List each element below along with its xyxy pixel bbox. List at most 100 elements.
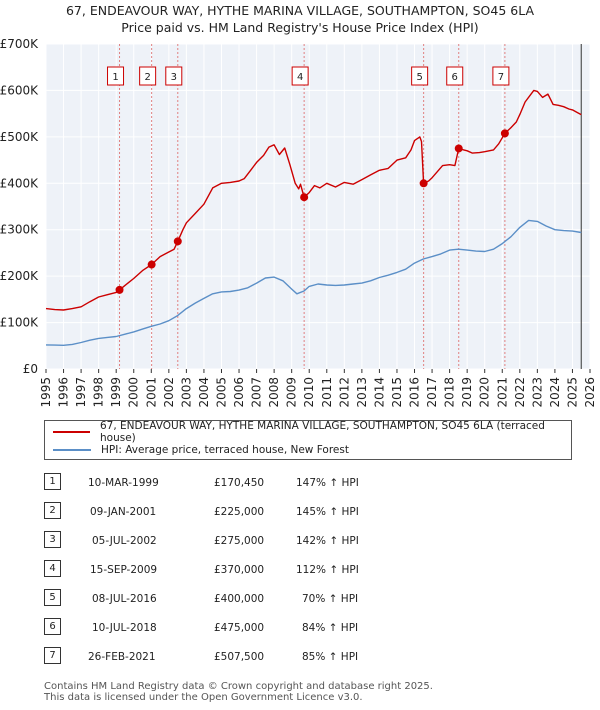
sale-marker-box [107, 66, 125, 86]
y-axis: £0 £100K £200K £300K £400K £500K £600K £700K [0, 37, 39, 376]
chart-subtitle: Price paid vs. HM Land Registry's House … [121, 20, 478, 35]
sale-point [115, 285, 124, 294]
sale-hpi: 142% ↑ HPI [296, 535, 359, 547]
sale-marker-box [492, 66, 510, 86]
sale-hpi: 84% ↑ HPI [302, 622, 359, 634]
gridlines [45, 43, 591, 370]
sale-marker-label: 4 [297, 72, 303, 83]
legend-label-hpi: HPI: Average price, terraced house, New … [101, 444, 349, 456]
table-row: 2 09-JAN-2001 £225,000 145% ↑ HPI [44, 500, 444, 529]
x-tick-label: 2020 [478, 377, 492, 408]
sale-marker-label: 3 [171, 72, 177, 83]
x-tick-label: 2005 [214, 377, 228, 408]
x-tick-label: 2023 [530, 377, 544, 408]
sale-marker-box [139, 66, 157, 86]
sale-date: 15-SEP-2009 [90, 564, 158, 576]
sale-date: 08-JUL-2016 [92, 593, 157, 605]
table-row: 3 05-JUL-2002 £275,000 142% ↑ HPI [44, 529, 444, 558]
sale-point [500, 129, 509, 138]
x-tick-label: 2000 [127, 377, 141, 408]
sale-number-box: 4 [44, 560, 61, 577]
x-tick-label: 2019 [460, 377, 474, 408]
price-chart: 67, ENDEAVOUR WAY, HYTHE MARINA VILLAGE,… [0, 3, 597, 408]
sale-marker-label: 2 [144, 72, 150, 83]
legend-label-property: 67, ENDEAVOUR WAY, HYTHE MARINA VILLAGE,… [99, 420, 545, 444]
sale-marker-label: 1 [112, 72, 118, 83]
x-tick-label: 2017 [425, 377, 439, 408]
x-tick-label: 2008 [267, 377, 281, 408]
x-tick-label: 2021 [495, 377, 509, 408]
legend-item-hpi: HPI: Average price, terraced house, New … [53, 441, 349, 459]
x-tick-label: 2011 [320, 377, 334, 408]
sale-price: £370,000 [214, 564, 265, 576]
sale-date: 26-FEB-2021 [88, 651, 156, 663]
sale-guidelines [119, 44, 582, 369]
sale-price: £475,000 [214, 622, 265, 634]
sale-marker-box [165, 66, 183, 86]
y-tick-label: £600K [0, 83, 39, 97]
series-lines [45, 89, 582, 346]
sale-hpi: 85% ↑ HPI [302, 651, 359, 663]
sale-price: £507,500 [214, 651, 265, 663]
x-tick-label: 2016 [408, 377, 422, 408]
sale-markers: 1 2 3 4 5 6 7 [107, 66, 510, 86]
sale-date: 09-JAN-2001 [90, 506, 157, 518]
sale-point [300, 193, 309, 202]
sale-hpi: 145% ↑ HPI [296, 506, 359, 518]
sale-number-box: 2 [44, 502, 61, 519]
sale-number-box: 6 [44, 618, 61, 635]
y-tick-label: £300K [0, 223, 39, 237]
table-row: 7 26-FEB-2021 £507,500 85% ↑ HPI [44, 645, 444, 674]
x-tick-label: 2004 [197, 377, 211, 408]
x-tick-label: 2024 [548, 377, 562, 408]
sale-date: 10-JUL-2018 [92, 622, 157, 634]
x-tick-label: 2014 [372, 377, 386, 408]
sale-point [147, 260, 156, 269]
sale-date: 05-JUL-2002 [92, 535, 157, 547]
x-tick-label: 1997 [74, 377, 88, 408]
sale-point [454, 144, 463, 153]
x-tick-label: 2018 [443, 377, 457, 408]
x-tick-label: 1999 [109, 377, 123, 408]
x-tick-label: 1998 [92, 377, 106, 408]
legend-item-property: 67, ENDEAVOUR WAY, HYTHE MARINA VILLAGE,… [53, 420, 571, 444]
footer: Contains HM Land Registry data © Crown c… [44, 681, 433, 703]
y-tick-label: £100K [0, 316, 39, 330]
sale-number-box: 1 [44, 473, 61, 490]
x-tick-label: 2007 [250, 377, 264, 408]
chart-title: 67, ENDEAVOUR WAY, HYTHE MARINA VILLAGE,… [66, 3, 534, 18]
footer-copyright: Contains HM Land Registry data © Crown c… [44, 681, 433, 692]
x-tick-label: 2003 [179, 377, 193, 408]
y-tick-label: £400K [0, 176, 39, 190]
sale-marker-label: 7 [498, 72, 504, 83]
sale-hpi: 70% ↑ HPI [302, 593, 359, 605]
sales-table: 1 10-MAR-1999 £170,450 147% ↑ HPI 2 09-J… [44, 471, 444, 674]
sale-dots [115, 129, 509, 294]
sale-point [173, 237, 182, 246]
sale-marker-box [446, 66, 464, 86]
x-tick-label: 2026 [583, 377, 597, 408]
plot-area [46, 44, 590, 369]
x-tick-label: 1996 [57, 377, 71, 408]
table-row: 6 10-JUL-2018 £475,000 84% ↑ HPI [44, 616, 444, 645]
y-tick-label: £700K [0, 37, 39, 51]
property-series-line [45, 89, 582, 311]
x-tick-label: 2015 [390, 377, 404, 408]
legend-swatch-property [53, 431, 90, 433]
sale-date: 10-MAR-1999 [88, 477, 159, 489]
sale-price: £225,000 [214, 506, 265, 518]
y-tick-label: £500K [0, 130, 39, 144]
sale-hpi: 112% ↑ HPI [296, 564, 359, 576]
x-tick-label: 2006 [232, 377, 246, 408]
sale-price: £170,450 [214, 477, 265, 489]
x-tick-label: 2025 [565, 377, 579, 408]
sale-marker-box [291, 66, 309, 86]
table-row: 1 10-MAR-1999 £170,450 147% ↑ HPI [44, 471, 444, 500]
sale-point [419, 179, 428, 188]
x-tick-label: 1995 [39, 377, 53, 408]
sale-marker-box [411, 66, 429, 86]
x-tick-label: 2002 [162, 377, 176, 408]
x-tick-label: 2010 [302, 377, 316, 408]
x-tick-label: 2013 [355, 377, 369, 408]
sale-hpi: 147% ↑ HPI [296, 477, 359, 489]
